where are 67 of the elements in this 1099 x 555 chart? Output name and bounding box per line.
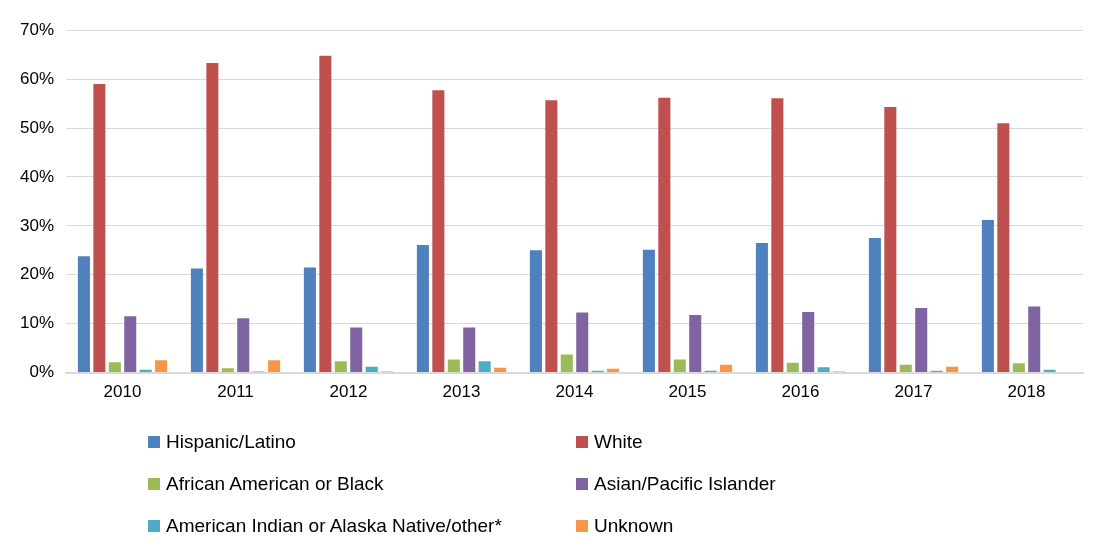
legend-label: Hispanic/Latino [166, 431, 296, 453]
y-tick-label: 30% [19, 215, 55, 235]
x-tick-label: 2016 [781, 382, 820, 402]
bar [1012, 363, 1025, 373]
y-tick-label: 10% [19, 313, 55, 333]
x-tick-label: 2011 [217, 382, 254, 402]
bar [77, 256, 90, 373]
bar [108, 362, 121, 373]
bar [720, 364, 733, 373]
y-tick-label: 20% [19, 264, 55, 284]
bar [93, 84, 106, 373]
bar [124, 316, 137, 373]
bar [206, 62, 219, 373]
bar [334, 361, 347, 373]
bar [478, 361, 491, 373]
bar [642, 249, 655, 373]
bar [560, 354, 573, 373]
bar [237, 318, 250, 373]
bar [997, 123, 1010, 373]
bar [786, 362, 799, 373]
x-tick-label: 2017 [894, 382, 933, 402]
bar [802, 311, 815, 373]
x-tick-label: 2018 [1007, 382, 1046, 402]
bar [755, 242, 768, 373]
bar [303, 267, 316, 373]
legend-label: American Indian or Alaska Native/other* [166, 515, 502, 537]
bar [190, 268, 203, 373]
x-tick-label: 2013 [442, 382, 481, 402]
x-tick-label: 2010 [103, 382, 142, 402]
bar [155, 360, 168, 373]
bar [576, 312, 589, 373]
bar [689, 314, 702, 373]
bar [868, 238, 881, 373]
bar [899, 364, 912, 373]
legend-label: African American or Black [166, 473, 384, 495]
bar [350, 327, 363, 373]
legend-label: Unknown [594, 515, 674, 537]
y-tick-label: 50% [19, 117, 55, 137]
y-tick-label: 0% [29, 362, 55, 382]
bar [658, 97, 671, 373]
bar [447, 359, 460, 373]
bar [981, 219, 994, 373]
bar [771, 98, 784, 373]
bar [432, 90, 445, 373]
bar [884, 107, 897, 373]
bar [1028, 306, 1041, 373]
bar [529, 250, 542, 373]
bar [319, 55, 332, 373]
bar [673, 359, 686, 373]
bar [268, 360, 281, 373]
bar [416, 244, 429, 373]
y-tick-label: 40% [19, 166, 55, 186]
x-tick-label: 2014 [555, 382, 594, 402]
legend-label: White [594, 431, 643, 453]
bar [494, 367, 507, 373]
bar [946, 366, 959, 373]
bar [221, 368, 234, 373]
bar [817, 367, 830, 373]
x-tick-label: 2012 [329, 382, 368, 402]
bar [915, 308, 928, 373]
y-tick-label: 70% [19, 19, 55, 39]
legend-label: Asian/Pacific Islander [594, 473, 776, 495]
bar [365, 366, 378, 373]
x-tick-label: 2015 [668, 382, 707, 402]
bar [545, 100, 558, 373]
bar [463, 327, 476, 373]
y-tick-label: 60% [19, 68, 55, 88]
